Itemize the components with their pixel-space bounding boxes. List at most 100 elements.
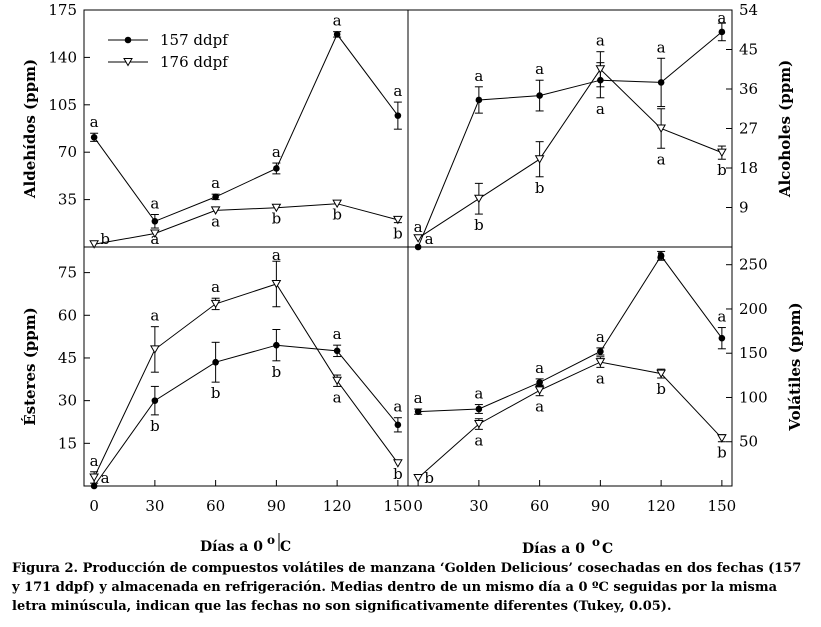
series-line-157 — [418, 255, 723, 413]
y-tick-label: 36 — [739, 80, 758, 98]
data-point-176 — [474, 420, 484, 429]
data-point-176 — [534, 155, 545, 164]
x-axis-label-right: Días a 0 — [522, 541, 585, 557]
x-axis-label-left: Días a 0 — [200, 539, 263, 555]
data-point-176 — [150, 229, 160, 238]
x-tick-label: 0 — [413, 497, 423, 515]
data-point-176 — [656, 369, 666, 379]
data-point-176 — [595, 358, 606, 367]
significance-letter-157: a — [414, 389, 423, 407]
series-line-176 — [417, 68, 723, 239]
x-tick-label: 120 — [323, 497, 352, 515]
x-axis-title-right: Días a 0 o C — [522, 535, 613, 557]
significance-letter-176: a — [150, 230, 159, 248]
data-point-176 — [271, 279, 282, 289]
significance-letter-176: a — [333, 388, 342, 406]
data-point-157 — [718, 334, 726, 342]
series-line-176 — [417, 361, 723, 479]
data-point-157 — [151, 397, 159, 404]
significance-letter-176: b — [474, 216, 484, 234]
significance-letter-157: a — [474, 385, 483, 403]
y-tick-label: 200 — [739, 300, 768, 318]
significance-letter-176: a — [272, 246, 281, 264]
data-point-176 — [413, 234, 423, 243]
x-tick-label: 30 — [469, 497, 488, 515]
significance-letter-157: a — [150, 194, 159, 212]
data-point-157 — [475, 405, 483, 413]
significance-letter-157: b — [272, 363, 282, 381]
significance-letter-157: b — [150, 417, 160, 435]
data-point-176 — [332, 199, 342, 209]
x-axis-unit-sup-right: o — [592, 535, 600, 549]
legend-label-157: 157 ddpf — [160, 31, 229, 49]
significance-letter-157: a — [393, 82, 402, 100]
y-tick-label: 50 — [739, 433, 758, 451]
significance-letter-176: a — [211, 212, 220, 230]
legend: 157 ddpf 176 ddpf — [108, 31, 229, 71]
significance-letter-157: a — [333, 12, 342, 30]
y-tick-label: 45 — [58, 349, 77, 367]
y-tick-label: 150 — [739, 344, 768, 362]
data-point-157 — [718, 28, 726, 36]
y-tick-label: 35 — [58, 191, 77, 209]
y-tick-label: 140 — [48, 48, 77, 66]
data-point-157 — [333, 347, 341, 355]
data-point-176 — [595, 65, 606, 74]
data-point-176 — [210, 206, 221, 215]
significance-letter-176: a — [474, 431, 483, 449]
y-tick-label: 60 — [58, 306, 77, 324]
significance-letter-157: a — [657, 38, 666, 56]
data-point-157 — [657, 252, 665, 260]
significance-letter-157: a — [717, 308, 726, 326]
data-point-176 — [89, 473, 99, 482]
figure-caption: Figura 2. Producción de compuestos volát… — [12, 561, 802, 614]
y-tick-label: 75 — [58, 264, 77, 282]
significance-letter-176: b — [717, 444, 727, 462]
x-tick-label: 0 — [89, 497, 99, 515]
y-tick-label: 54 — [739, 1, 758, 19]
data-point-157 — [90, 482, 98, 490]
data-point-176 — [717, 148, 727, 158]
significance-letter-157: a — [535, 359, 544, 377]
significance-letter-176: b — [393, 465, 403, 483]
y-tick-label: 100 — [739, 388, 768, 406]
data-point-176 — [413, 474, 423, 483]
data-point-176 — [534, 386, 545, 395]
significance-letter-157: a — [535, 60, 544, 78]
x-tick-label: 90 — [267, 497, 286, 515]
y-tick-label: 15 — [58, 434, 77, 452]
y-tick-label: 9 — [739, 199, 749, 217]
significance-letter-176: b — [272, 210, 282, 228]
x-tick-label: 90 — [591, 497, 610, 515]
significance-letter-157: a — [211, 174, 220, 192]
significance-letter-157: a — [717, 9, 726, 27]
significance-letter-176: b — [424, 469, 434, 487]
data-point-157 — [212, 358, 219, 366]
data-point-157 — [90, 134, 98, 141]
significance-letter-157: a — [425, 230, 434, 248]
series-line-176 — [93, 283, 399, 478]
data-point-157 — [536, 92, 543, 99]
significance-letter-176: b — [717, 161, 727, 179]
data-point-157 — [597, 348, 604, 355]
significance-letter-176: a — [414, 218, 423, 236]
significance-letter-176: a — [596, 369, 605, 387]
data-point-157 — [273, 341, 280, 349]
significance-letter-157: a — [474, 67, 483, 85]
legend-marker-176 — [123, 58, 133, 67]
series-line-157 — [93, 344, 399, 487]
series-line-157 — [93, 33, 399, 222]
data-point-157 — [273, 165, 280, 172]
significance-letter-157: a — [596, 328, 605, 346]
y-axis-title: Volátiles (ppm) — [786, 302, 804, 431]
y-axis-title: Aldehídos (ppm) — [21, 59, 39, 199]
y-tick-label: 27 — [739, 120, 758, 138]
x-axis-unit-right: C — [602, 541, 613, 557]
data-point-176 — [656, 124, 666, 134]
data-point-176 — [271, 203, 282, 213]
x-tick-label: 60 — [530, 497, 549, 515]
data-point-157 — [414, 408, 422, 415]
x-tick-label: 120 — [647, 497, 676, 515]
data-point-157 — [394, 421, 402, 429]
